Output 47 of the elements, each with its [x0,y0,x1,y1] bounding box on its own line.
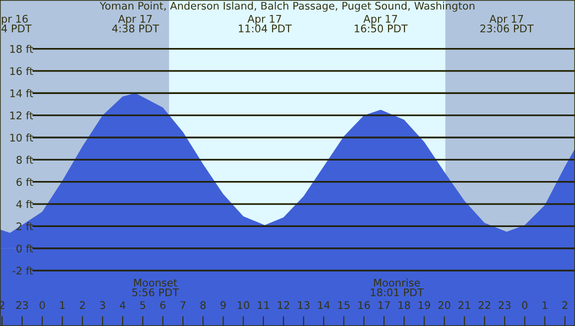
x-tick-label: 23 [16,301,28,310]
y-tick-label: 6 ft [16,178,34,186]
annotation: pr 16 4 PDT [1,14,32,32]
x-tick-label: 23 [498,301,510,310]
x-tick-label: 12 [278,301,290,309]
x-tick-label: 18 [398,301,410,310]
x-tick-label: 14 [318,301,330,309]
x-tick-label: 19 [418,301,430,310]
y-tick-label: -2 ft [12,266,34,275]
y-tick-label: 0 ft [16,244,34,252]
x-tick-label: 9 [220,301,226,310]
x-tick-label: 0 [40,301,45,310]
x-tick-label: 1 [542,301,548,309]
y-tick-label: 8 ft [16,156,34,164]
x-tick-label: 15 [338,301,350,310]
annotation: Apr 17 16:50 PDT [354,14,408,32]
x-tick-label: 0 [522,301,528,310]
annotation: Apr 17 23:06 PDT [480,14,534,32]
x-tick-label: 5 [140,301,146,310]
x-tick-label: 3 [100,301,106,310]
x-tick-label: 10 [238,301,250,310]
x-tick-label: 1 [60,301,65,309]
x-tick-label: 6 [160,301,166,310]
x-tick-label: 20 [438,301,450,310]
x-tick-label: 22 [478,301,490,309]
annotation: Moonset 5:56 PDT [132,278,179,296]
y-tick-label: 18 ft [10,44,34,53]
y-tick-label: 2 ft [16,222,34,230]
annotation: Apr 17 11:04 PDT [238,14,292,32]
annotation: Apr 17 4:38 PDT [112,14,160,32]
x-tick-label: 2 [562,301,568,309]
y-tick-label: 10 ft [10,134,34,142]
y-tick-label: 14 ft [10,89,34,98]
y-tick-label: 12 ft [10,111,34,120]
y-tick-label: 16 ft [10,67,34,76]
x-tick-label: 2 [80,301,85,309]
x-tick-label: 7 [180,301,186,309]
x-tick-label: 16 [358,301,370,310]
annotation: Moonrise 18:01 PDT [370,278,424,296]
x-tick-label: 4 [120,301,126,309]
chart-title: Yoman Point, Anderson Island, Balch Passage, Puget Sound, Washington [100,2,474,12]
x-tick-label: 21 [458,301,470,309]
x-tick-label: 17 [378,301,390,309]
x-tick-label: 11 [258,301,270,309]
x-tick-label: 8 [200,301,206,310]
y-tick-label: 4 ft [16,200,34,208]
x-tick-label: 13 [298,301,310,310]
